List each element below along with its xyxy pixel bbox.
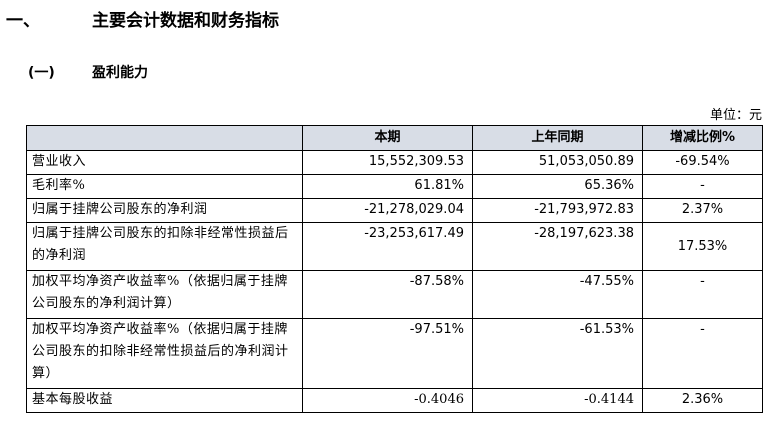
profitability-table: 本期 上年同期 增减比例% 营业收入 15,552,309.53 51,053,… <box>26 125 763 413</box>
row-current: -23,253,617.49 <box>302 222 473 271</box>
row-label: 加权平均净资产收益率%（依据归属于挂牌公司股东的净利润计算） <box>26 270 303 319</box>
row-label: 归属于挂牌公司股东的扣除非经常性损益后的净利润 <box>26 222 303 271</box>
row-label: 归属于挂牌公司股东的净利润 <box>26 198 303 223</box>
row-current: 61.81% <box>302 174 473 199</box>
row-label: 毛利率% <box>26 174 303 199</box>
header-item <box>26 125 303 151</box>
row-label: 加权平均净资产收益率%（依据归属于挂牌公司股东的扣除非经常性损益后的净利润计算） <box>26 318 303 389</box>
row-change: 17.53% <box>642 222 763 271</box>
row-previous: -21,793,972.83 <box>472 198 643 223</box>
row-change: 2.37% <box>642 198 763 223</box>
row-current: -21,278,029.04 <box>302 198 473 223</box>
row-previous: -28,197,623.38 <box>472 222 643 271</box>
table-row: 加权平均净资产收益率%（依据归属于挂牌公司股东的净利润计算） -87.58% -… <box>26 270 763 319</box>
row-change: 2.36% <box>642 388 763 413</box>
table-row: 营业收入 15,552,309.53 51,053,050.89 -69.54% <box>26 150 763 175</box>
table-row: 基本每股收益 -0.4046 -0.4144 2.36% <box>26 388 763 413</box>
row-current: -97.51% <box>302 318 473 389</box>
row-label: 基本每股收益 <box>26 388 303 413</box>
row-previous: 65.36% <box>472 174 643 199</box>
row-change: - <box>642 270 763 319</box>
row-change: -69.54% <box>642 150 763 175</box>
table-header-row: 本期 上年同期 增减比例% <box>26 125 763 151</box>
row-previous: -47.55% <box>472 270 643 319</box>
header-current-period: 本期 <box>302 125 473 151</box>
header-change-percent: 增减比例% <box>642 125 763 151</box>
subsection-number: (一) <box>28 65 55 81</box>
row-current: -0.4046 <box>302 388 473 413</box>
section-title: 主要会计数据和财务指标 <box>92 11 279 31</box>
row-label: 营业收入 <box>26 150 303 175</box>
table-row: 加权平均净资产收益率%（依据归属于挂牌公司股东的扣除非经常性损益后的净利润计算）… <box>26 318 763 389</box>
unit-label: 单位：元 <box>709 108 762 123</box>
section-number: 一、 <box>6 11 40 31</box>
subsection-title: 盈利能力 <box>92 65 148 81</box>
row-previous: -61.53% <box>472 318 643 389</box>
row-previous: -0.4144 <box>472 388 643 413</box>
row-change: - <box>642 318 763 389</box>
table-row: 毛利率% 61.81% 65.36% - <box>26 174 763 199</box>
row-current: 15,552,309.53 <box>302 150 473 175</box>
row-previous: 51,053,050.89 <box>472 150 643 175</box>
table-row: 归属于挂牌公司股东的扣除非经常性损益后的净利润 -23,253,617.49 -… <box>26 222 763 271</box>
row-current: -87.58% <box>302 270 473 319</box>
table-row: 归属于挂牌公司股东的净利润 -21,278,029.04 -21,793,972… <box>26 198 763 223</box>
header-previous-period: 上年同期 <box>472 125 643 151</box>
row-change: - <box>642 174 763 199</box>
